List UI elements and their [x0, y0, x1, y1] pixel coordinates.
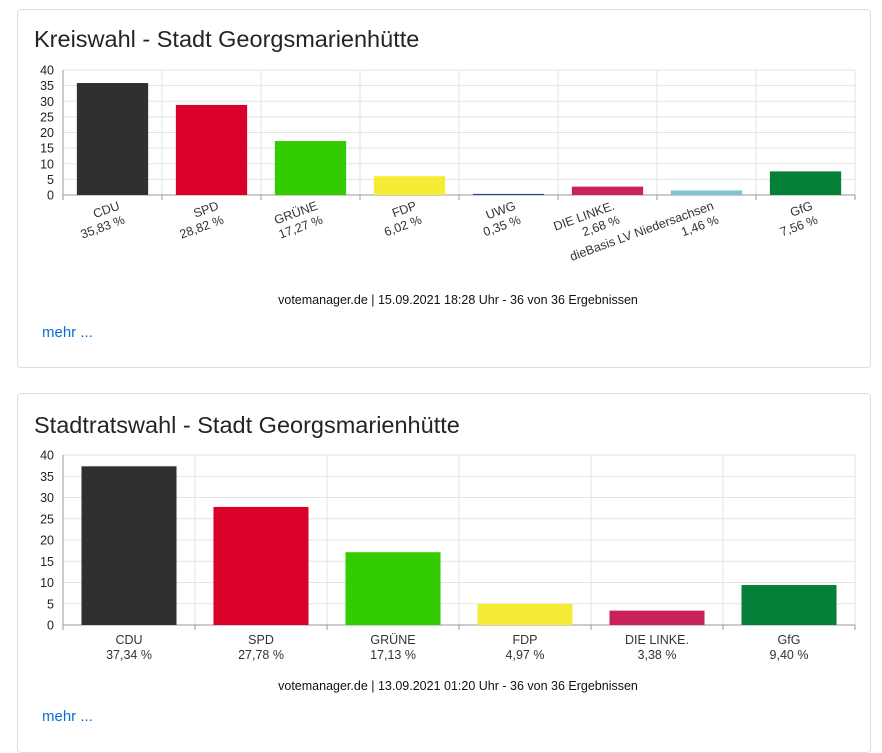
y-tick-label: 25: [40, 512, 54, 526]
bar-grüne: [274, 141, 347, 195]
y-tick-label: 10: [40, 157, 54, 171]
bar-gfg: [741, 585, 837, 625]
data-label-percent: 3,38 %: [638, 648, 677, 662]
y-tick-label: 35: [40, 79, 54, 93]
y-tick-label: 0: [47, 189, 54, 203]
election-card-stadtratswahl: Stadtratswahl - Stadt Georgsmarienhütte …: [17, 393, 871, 753]
y-tick-label: 15: [40, 142, 54, 156]
bar-cdu: [76, 83, 149, 195]
data-label-percent: 27,78 %: [238, 648, 284, 662]
y-tick-label: 30: [40, 491, 54, 505]
data-label-percent: 9,40 %: [770, 648, 809, 662]
bar-spd: [213, 506, 309, 625]
bar-diebasis-lv-niedersachsen: [670, 190, 743, 195]
bar-die-linke-: [571, 186, 644, 195]
bar-grüne: [345, 552, 441, 625]
y-tick-label: 20: [40, 126, 54, 140]
y-tick-label: 5: [47, 597, 54, 611]
bar-cdu: [81, 466, 177, 625]
y-tick-label: 10: [40, 576, 54, 590]
y-tick-label: 30: [40, 95, 54, 109]
bar-uwg: [472, 193, 545, 195]
more-link[interactable]: mehr ...: [42, 708, 93, 725]
data-label-percent: 37,34 %: [106, 648, 152, 662]
x-tick-label: DIE LINKE.: [625, 633, 689, 647]
y-tick-label: 20: [40, 534, 54, 548]
y-tick-label: 15: [40, 555, 54, 569]
chart-footer-source: votemanager.de | 15.09.2021 18:28 Uhr - …: [278, 293, 638, 307]
x-tick-label: CDU: [115, 633, 142, 647]
bar-gfg: [769, 171, 842, 195]
y-tick-label: 5: [47, 173, 54, 187]
bar-spd: [175, 104, 248, 195]
x-tick-label: GfG: [778, 633, 801, 647]
x-tick-label: SPD: [248, 633, 274, 647]
y-tick-label: 35: [40, 470, 54, 484]
more-link[interactable]: mehr ...: [42, 324, 93, 341]
x-tick-label: GRÜNE: [370, 633, 415, 647]
card-title: Stadtratswahl - Stadt Georgsmarienhütte: [34, 412, 460, 438]
card-title: Kreiswahl - Stadt Georgsmarienhütte: [34, 26, 420, 52]
chart-footer-source: votemanager.de | 13.09.2021 01:20 Uhr - …: [278, 679, 638, 693]
bar-die-linke-: [609, 610, 705, 625]
bar-fdp: [373, 176, 446, 195]
election-card-kreiswahl: Kreiswahl - Stadt Georgsmarienhütte 0 5 10…: [17, 9, 871, 368]
x-tick-label: FDP: [513, 633, 538, 647]
data-label-percent: 17,13 %: [370, 648, 416, 662]
bar-fdp: [477, 603, 573, 625]
data-label-percent: 4,97 %: [506, 648, 545, 662]
y-tick-label: 40: [40, 64, 54, 78]
y-tick-label: 25: [40, 110, 54, 124]
y-tick-label: 0: [47, 619, 54, 633]
y-tick-label: 40: [40, 449, 54, 463]
